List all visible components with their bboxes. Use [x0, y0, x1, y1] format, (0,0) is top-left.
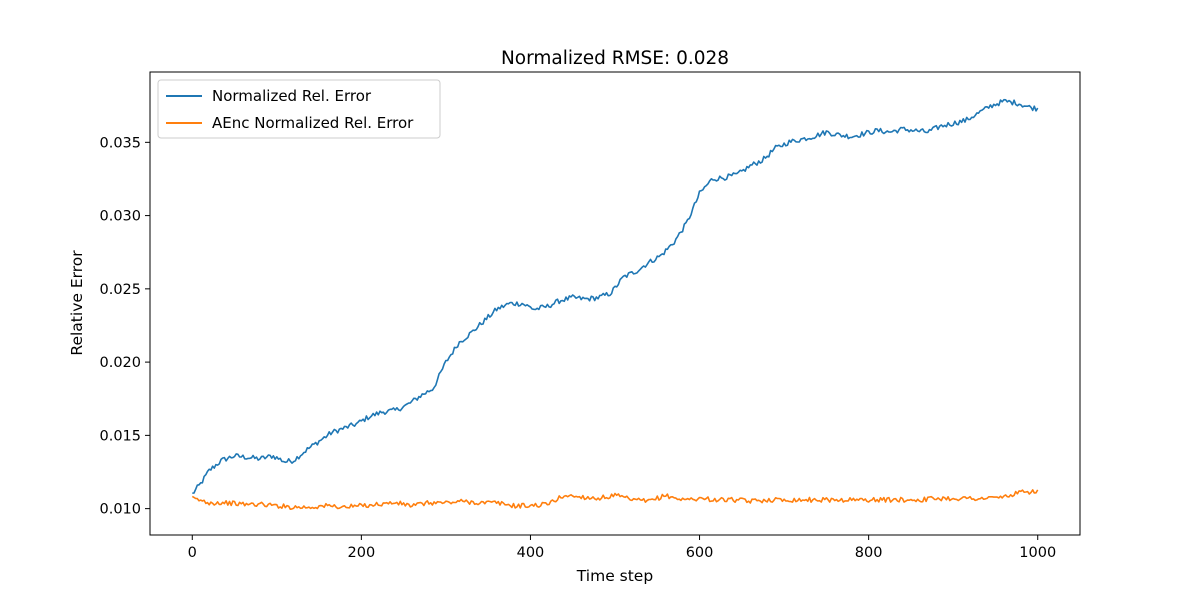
legend: Normalized Rel. Error AEnc Normalized Rel… [157, 79, 441, 139]
x-tick-label: 200 [348, 545, 376, 561]
x-axis: 0 200 400 600 800 1000 [188, 535, 1056, 561]
y-tick-label: 0.035 [99, 135, 141, 151]
x-tick-label: 600 [686, 545, 714, 561]
legend-box [157, 79, 441, 139]
series-line-1 [192, 98, 1039, 494]
y-axis-label: Relative Error [68, 250, 86, 356]
axes-frame [149, 71, 1081, 536]
y-tick-label: 0.015 [99, 428, 141, 444]
y-tick-label: 0.010 [99, 502, 141, 518]
x-tick-label: 0 [188, 545, 197, 561]
x-tick-label: 800 [855, 545, 883, 561]
y-tick-label: 0.025 [99, 282, 141, 298]
plot-area [149, 71, 1081, 536]
y-tick-label: 0.030 [99, 209, 141, 225]
y-tick-label: 0.020 [99, 355, 141, 371]
x-tick-label: 400 [517, 545, 545, 561]
x-tick-label: 1000 [1019, 545, 1056, 561]
chart-title: Normalized RMSE: 0.028 [501, 48, 729, 69]
x-axis-label: Time step [576, 567, 653, 585]
series-line-2 [191, 489, 1039, 511]
y-axis: 0.010 0.015 0.020 0.025 0.030 0.035 [99, 135, 150, 518]
legend-entry: AEnc Normalized Rel. Error [212, 114, 414, 132]
legend-entry: Normalized Rel. Error [212, 87, 372, 105]
